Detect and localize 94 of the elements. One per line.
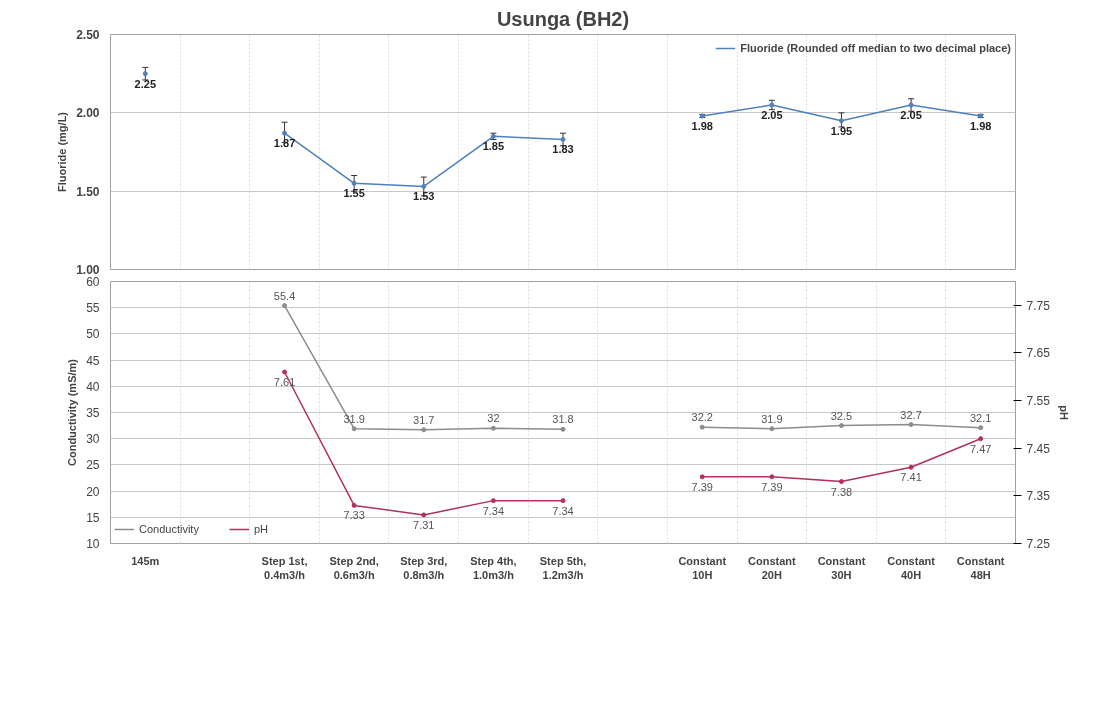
x-tick-label: Step 1st, 0.4m3/h	[261, 554, 308, 581]
data-label: 32.2	[691, 411, 713, 424]
data-label: 7.33	[343, 509, 365, 522]
point	[490, 425, 496, 431]
x-tick-label: Constant 10H	[678, 554, 727, 581]
y-tick-label: 2.00	[76, 106, 100, 121]
y-tick-label: 2.50	[76, 28, 100, 42]
y2-tick-label: 7.25	[1026, 537, 1051, 551]
point	[908, 102, 914, 108]
point	[978, 425, 984, 431]
y2-tick-label: 7.55	[1026, 394, 1051, 409]
y-tick-label: 25	[86, 458, 100, 473]
x-tick-label: Step 2nd, 0.6m3/h	[329, 554, 379, 581]
point	[490, 498, 496, 504]
data-label: 32.5	[830, 409, 853, 422]
data-label: 55.4	[273, 289, 296, 302]
x-tick-label: Constant 20H	[748, 554, 797, 581]
data-label: 1.83	[552, 143, 574, 156]
point	[421, 427, 427, 433]
x-tick-label: Constant 40H	[887, 554, 936, 581]
point	[560, 136, 566, 142]
point	[769, 426, 775, 432]
data-label: 1.98	[969, 119, 992, 132]
data-label: 7.41	[900, 471, 922, 484]
point	[560, 498, 566, 504]
point	[282, 303, 288, 309]
point	[699, 424, 705, 430]
data-label: 7.31	[413, 518, 435, 531]
data-label: 1.98	[691, 119, 713, 132]
y2-tick-label: 7.45	[1026, 441, 1051, 456]
y-tick-label: 55	[86, 301, 100, 316]
point	[978, 436, 984, 442]
data-label: 2.05	[761, 109, 783, 121]
legend-label: Conductivity	[139, 523, 199, 535]
y-tick-label: 30	[86, 432, 100, 447]
legend-label: Fluoride (Rounded off median to two decimal place)	[740, 42, 1011, 54]
point	[838, 423, 844, 429]
x-tick-label: Step 4th, 1.0m3/h	[470, 554, 517, 581]
chart-title: Usunga (BH2)	[496, 7, 630, 30]
data-label: 32.1	[969, 411, 992, 424]
y-tick-label: 15	[86, 510, 100, 525]
data-label: 2.05	[900, 109, 922, 121]
y-axis-title: Fluoride (mg/L)	[56, 111, 69, 193]
point	[769, 474, 775, 480]
point	[838, 118, 844, 124]
legend-label: pH	[253, 523, 269, 535]
data-label: 7.39	[761, 480, 783, 493]
y-tick-label: 1.50	[76, 184, 100, 199]
x-tick-label: Step 5th, 1.2m3/h	[539, 554, 587, 581]
point	[351, 502, 357, 508]
data-label: 7.34	[482, 504, 505, 517]
y2-tick-label: 7.65	[1026, 346, 1051, 361]
y2-tick-label: 7.75	[1026, 298, 1051, 313]
data-label: 7.34	[552, 504, 574, 517]
point	[838, 479, 844, 485]
data-label: 2.25	[134, 77, 157, 90]
point	[351, 180, 357, 186]
point	[282, 369, 288, 375]
data-label: 1.95	[830, 124, 853, 137]
point	[351, 426, 357, 432]
y-tick-label: 10	[86, 537, 100, 551]
data-label: 32.7	[900, 408, 922, 421]
y-tick-label: 45	[86, 353, 100, 368]
x-tick-label: Constant 48H	[956, 554, 1005, 581]
point	[699, 474, 705, 480]
y2-tick-label: 7.35	[1026, 489, 1051, 504]
point	[908, 422, 914, 428]
point	[908, 464, 914, 470]
data-label: 31.9	[761, 412, 783, 425]
data-label: 1.87	[273, 137, 296, 150]
data-label: 1.53	[413, 190, 435, 203]
point	[421, 512, 427, 518]
point	[421, 183, 427, 189]
y2-axis-title: pH	[1057, 405, 1070, 420]
x-tick-label: Constant 30H	[817, 554, 866, 581]
data-label: 31.8	[552, 413, 574, 426]
y-tick-label: 60	[86, 275, 100, 289]
data-label: 1.85	[482, 140, 505, 153]
data-label: 7.39	[691, 480, 713, 493]
data-label: 7.47	[969, 442, 992, 455]
y-tick-label: 40	[86, 379, 100, 394]
y-axis-title: Conductivity (mS/m)	[66, 358, 79, 466]
data-label: 1.55	[343, 187, 365, 200]
data-label: 32	[487, 412, 500, 425]
y-tick-label: 20	[86, 484, 100, 499]
point	[560, 426, 566, 432]
x-tick-label: 145m	[131, 554, 160, 567]
y-tick-label: 1.00	[76, 263, 100, 277]
x-tick-label: Step 3rd, 0.8m3/h	[400, 554, 448, 581]
data-label: 31.7	[413, 413, 435, 426]
data-label: 7.38	[830, 485, 853, 498]
point	[282, 130, 288, 136]
y-tick-label: 35	[86, 406, 100, 420]
y-tick-label: 50	[86, 327, 100, 342]
